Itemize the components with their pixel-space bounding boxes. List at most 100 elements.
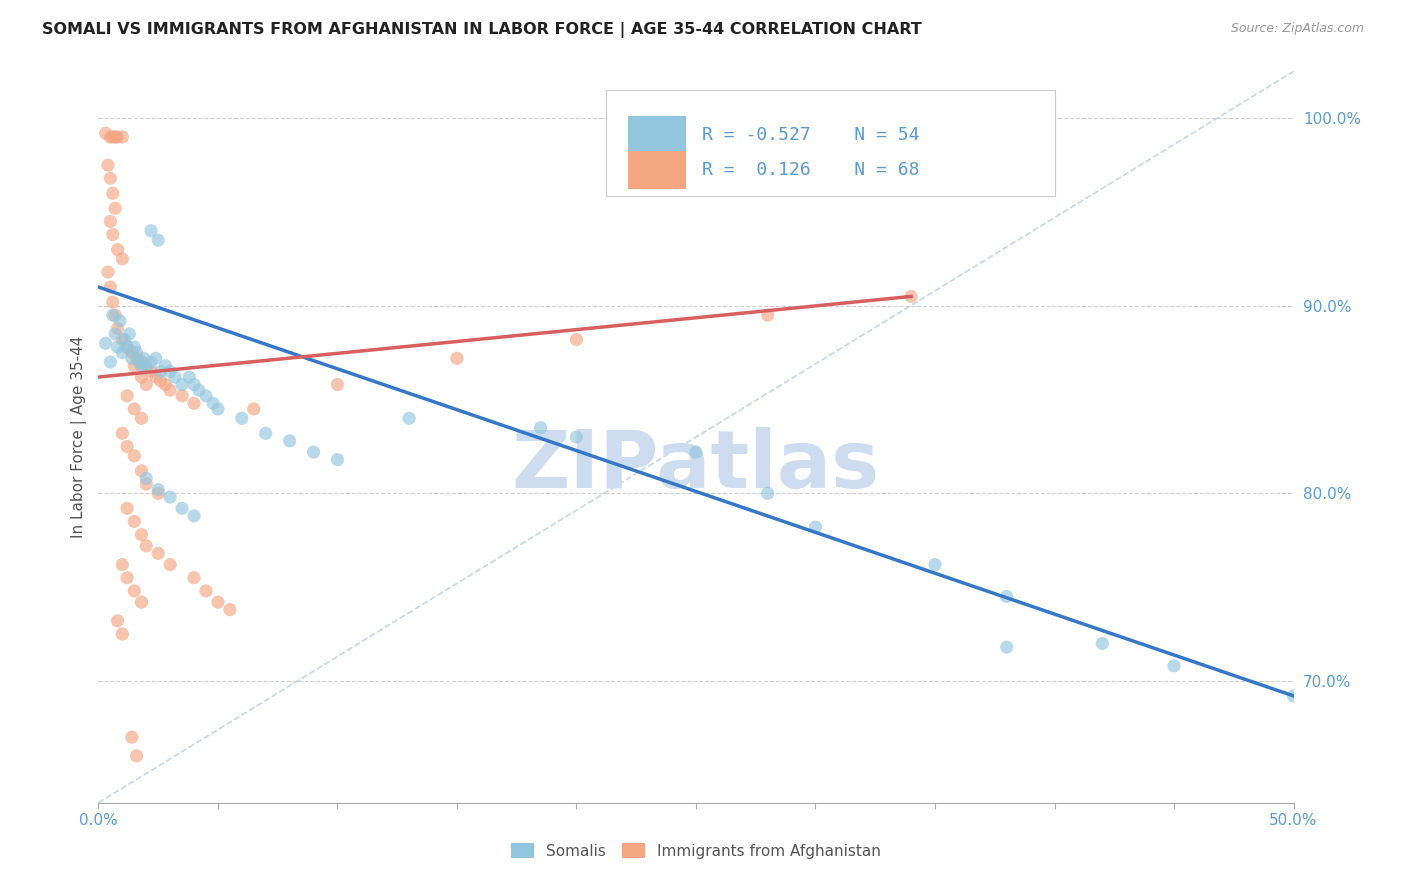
Point (756, 308, 779, 322)
Point (804, 520, 827, 534)
Point (97, 158, 120, 172)
Point (98, 171, 122, 186)
Point (149, 374, 172, 388)
Point (101, 186, 124, 201)
Text: R =  0.126    N = 68: R = 0.126 N = 68 (702, 161, 920, 179)
Point (565, 430, 588, 444)
Point (107, 614, 129, 628)
Point (98, 280, 122, 294)
Point (104, 130, 127, 145)
Point (107, 243, 129, 257)
Point (107, 321, 129, 335)
Point (159, 383, 181, 397)
Point (131, 359, 153, 373)
Point (115, 501, 138, 516)
Point (124, 583, 146, 598)
Point (183, 508, 205, 523)
Point (135, 360, 157, 375)
Point (135, 477, 157, 491)
Point (131, 527, 153, 541)
Point (995, 640, 1018, 654)
Point (159, 364, 181, 378)
Point (900, 289, 922, 303)
Point (179, 370, 201, 384)
Point (121, 345, 143, 359)
Point (115, 571, 138, 585)
Point (685, 445, 707, 459)
Point (139, 355, 162, 369)
Point (172, 377, 194, 392)
FancyBboxPatch shape (628, 116, 686, 153)
Point (131, 464, 153, 478)
Point (115, 340, 138, 354)
Point (94, 126, 117, 140)
Point (202, 396, 225, 410)
Point (756, 486, 779, 500)
Point (243, 401, 266, 416)
Point (149, 364, 172, 378)
Point (155, 359, 177, 373)
Point (231, 411, 253, 425)
Point (124, 515, 146, 529)
Point (207, 595, 229, 609)
Point (111, 558, 134, 572)
Point (187, 383, 209, 397)
Point (1282, 689, 1305, 703)
Point (107, 340, 129, 354)
Point (111, 130, 134, 145)
Point (97, 265, 120, 279)
Point (111, 345, 134, 359)
Point (183, 571, 205, 585)
Point (131, 595, 153, 609)
Point (207, 401, 229, 416)
Point (278, 434, 301, 448)
Point (326, 377, 349, 392)
Point (155, 377, 177, 392)
Point (326, 452, 349, 467)
Point (124, 449, 146, 463)
Point (115, 389, 138, 403)
Point (124, 401, 146, 416)
Point (135, 471, 157, 485)
Point (125, 748, 148, 763)
Point (135, 359, 157, 373)
Point (115, 440, 138, 454)
Point (172, 389, 194, 403)
Point (995, 590, 1018, 604)
Point (145, 351, 167, 366)
Point (195, 583, 218, 598)
Point (121, 730, 143, 744)
Point (98, 355, 122, 369)
Point (1091, 636, 1114, 650)
Text: SOMALI VS IMMIGRANTS FROM AFGHANISTAN IN LABOR FORCE | AGE 35-44 CORRELATION CHA: SOMALI VS IMMIGRANTS FROM AFGHANISTAN IN… (42, 22, 922, 38)
Point (135, 377, 157, 392)
Point (101, 130, 124, 145)
Point (111, 426, 134, 441)
Text: Source: ZipAtlas.com: Source: ZipAtlas.com (1230, 22, 1364, 36)
Point (132, 351, 155, 366)
Point (104, 326, 127, 341)
Point (111, 627, 134, 641)
Point (131, 370, 153, 384)
Y-axis label: In Labor Force | Age 35-44: In Labor Force | Age 35-44 (72, 336, 87, 538)
Point (125, 345, 148, 359)
Point (163, 370, 186, 384)
Point (135, 539, 157, 553)
Point (302, 445, 325, 459)
Point (565, 333, 588, 347)
Point (104, 201, 127, 215)
Point (159, 558, 181, 572)
Point (107, 130, 129, 145)
Text: R = -0.527    N = 54: R = -0.527 N = 54 (702, 126, 920, 144)
Point (924, 558, 946, 572)
Point (145, 370, 167, 384)
Point (1163, 659, 1185, 673)
Point (111, 333, 134, 347)
Point (172, 501, 194, 516)
Point (111, 252, 134, 266)
Legend: Somalis, Immigrants from Afghanistan: Somalis, Immigrants from Afghanistan (505, 837, 887, 864)
Point (148, 486, 170, 500)
Point (131, 355, 153, 369)
Point (115, 340, 138, 354)
FancyBboxPatch shape (628, 152, 686, 189)
